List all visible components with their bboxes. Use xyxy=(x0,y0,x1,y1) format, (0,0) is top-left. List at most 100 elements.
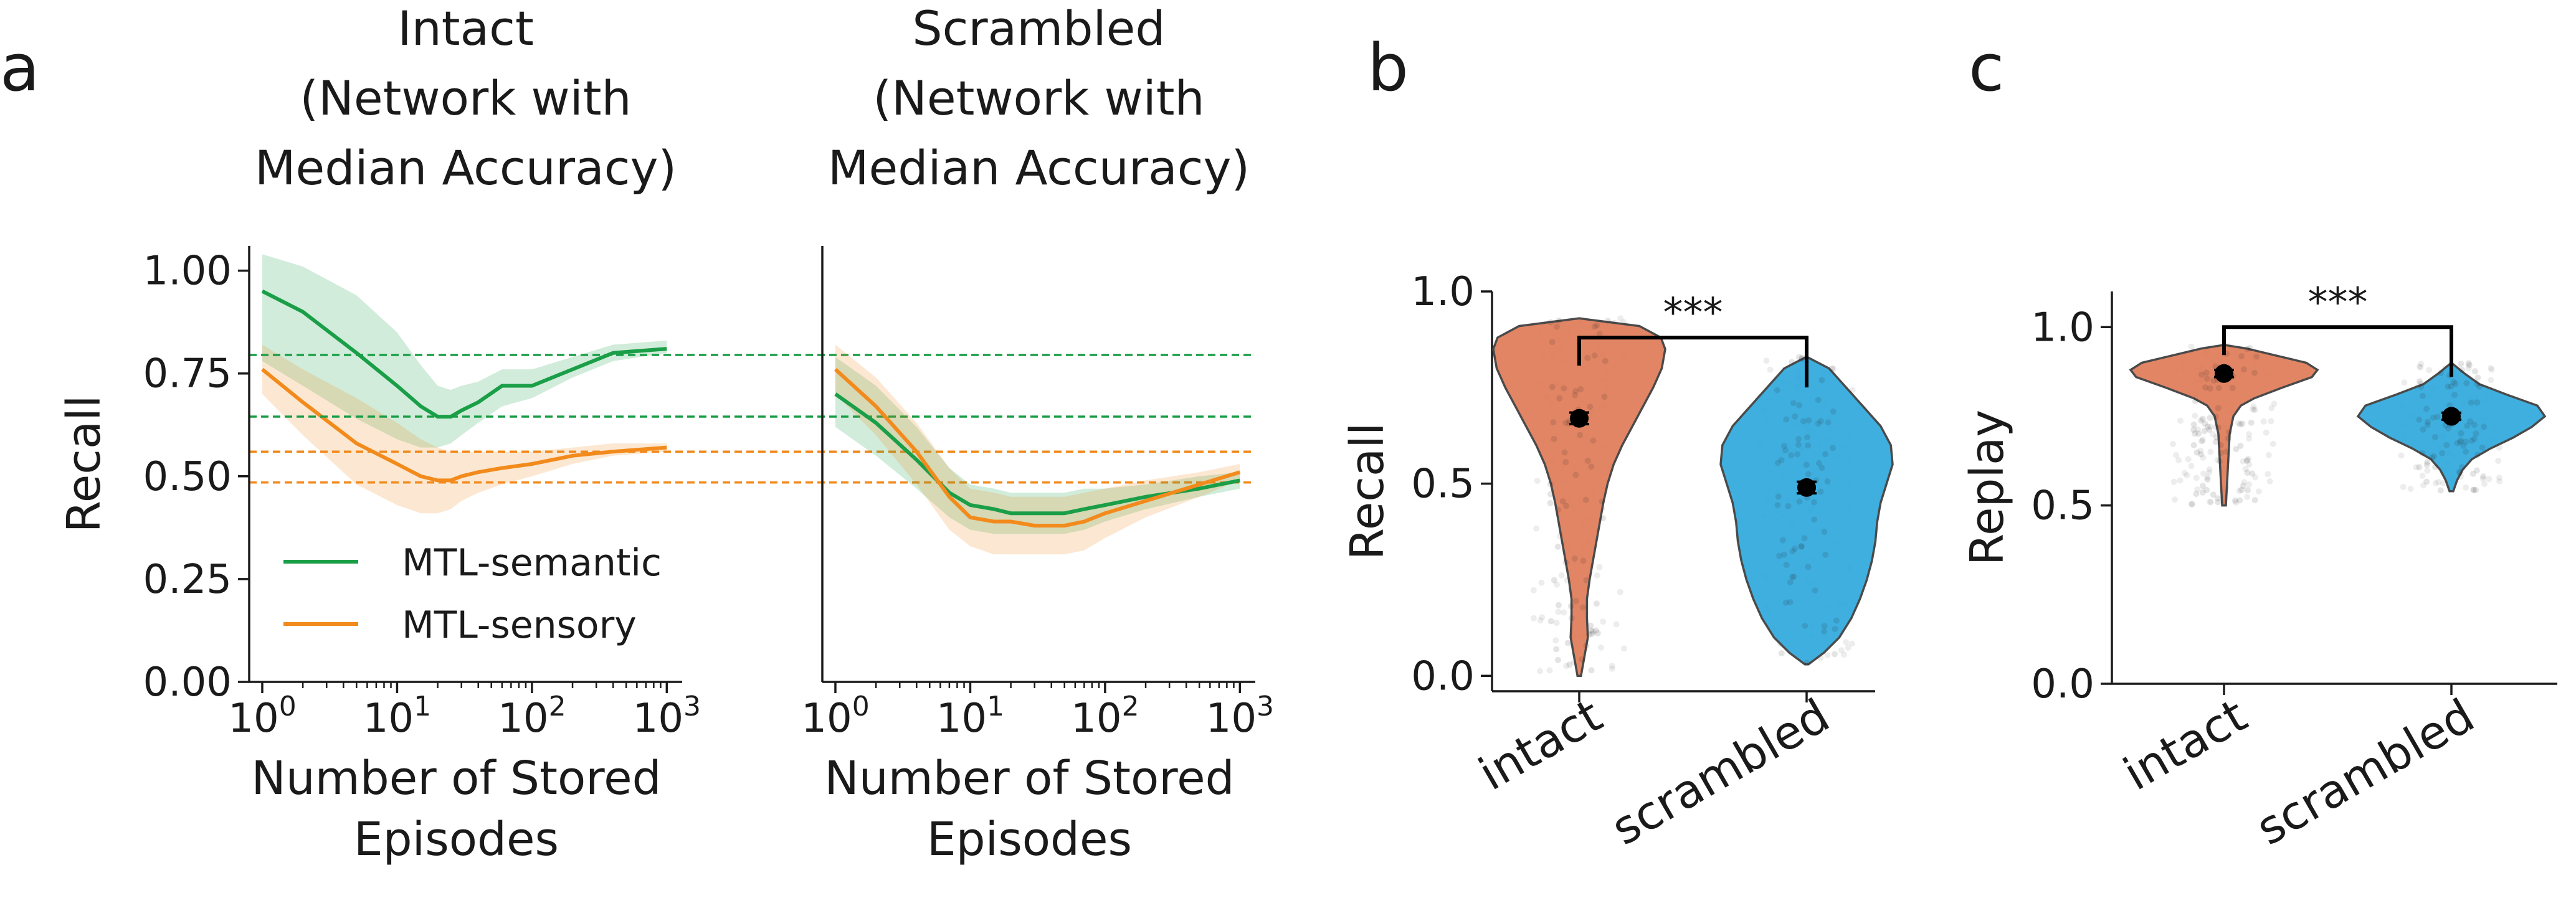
data-point xyxy=(2177,417,2184,424)
chart-title-line: (Network with xyxy=(300,70,631,126)
data-point xyxy=(2437,487,2444,494)
data-point xyxy=(2194,486,2201,493)
data-point xyxy=(1559,498,1566,504)
series-band-1 xyxy=(835,344,1240,555)
data-point xyxy=(2419,392,2426,399)
data-point xyxy=(2432,480,2439,486)
data-point xyxy=(2214,495,2221,502)
data-point xyxy=(1582,496,1589,503)
data-point xyxy=(1787,599,1794,605)
x-tick-label-scrambled: scrambled xyxy=(1603,689,1838,856)
data-point xyxy=(1796,402,1803,409)
data-point xyxy=(2207,385,2213,392)
data-point xyxy=(1824,478,1831,484)
y-tick-label: 1.00 xyxy=(143,248,232,295)
data-point xyxy=(2203,369,2210,376)
mean-marker-scrambled xyxy=(2442,407,2461,426)
data-point xyxy=(2424,459,2431,465)
data-point xyxy=(1775,493,1782,500)
data-point xyxy=(1783,562,1790,569)
data-point xyxy=(2451,392,2458,398)
data-point xyxy=(2416,378,2423,385)
data-point xyxy=(2248,419,2255,426)
mean-marker-intact xyxy=(1570,409,1589,428)
data-point xyxy=(1577,386,1584,393)
x-tick-base: 10 xyxy=(1071,696,1121,742)
data-point xyxy=(2486,476,2493,483)
violin-intact xyxy=(2129,344,2319,507)
data-point xyxy=(2251,369,2258,376)
data-point xyxy=(2426,367,2433,374)
x-tick-label-intact: intact xyxy=(2115,689,2256,801)
data-point xyxy=(2202,384,2209,391)
series-line-1 xyxy=(834,367,1241,528)
data-point xyxy=(2210,377,2217,384)
data-point xyxy=(2250,406,2256,413)
data-point xyxy=(2465,360,2472,367)
data-point xyxy=(1587,622,1594,629)
data-point xyxy=(2445,425,2452,432)
data-point xyxy=(2199,489,2206,496)
data-point xyxy=(2189,501,2195,508)
data-point xyxy=(1798,543,1805,550)
y-tick-label: 0.0 xyxy=(1411,653,1475,699)
x-tick-label: 101 xyxy=(936,691,1004,742)
data-point xyxy=(1830,408,1837,415)
data-point xyxy=(2457,439,2464,446)
data-point xyxy=(1567,603,1574,610)
data-point xyxy=(2241,479,2248,486)
data-point xyxy=(2170,478,2177,485)
data-point xyxy=(2215,424,2222,431)
data-point xyxy=(1553,646,1560,653)
data-point xyxy=(2430,414,2436,421)
data-point xyxy=(2468,437,2475,444)
data-point xyxy=(2185,456,2192,463)
data-point xyxy=(1594,322,1600,329)
y-tick-label: 0.5 xyxy=(2031,483,2094,529)
data-point xyxy=(2481,423,2488,430)
data-point xyxy=(1554,544,1561,550)
data-point xyxy=(1549,384,1556,390)
data-point xyxy=(1547,618,1554,625)
y-tick-label: 0.25 xyxy=(143,557,232,603)
data-point xyxy=(1763,357,1770,364)
data-point xyxy=(1572,388,1579,395)
data-point xyxy=(2423,461,2430,468)
data-point xyxy=(1802,623,1808,629)
data-point xyxy=(1580,557,1587,564)
chart-title-line: (Network with xyxy=(873,70,1204,126)
data-point xyxy=(1795,442,1802,448)
significance-bracket xyxy=(1577,336,1808,388)
data-point xyxy=(1533,525,1540,532)
data-point xyxy=(2215,405,2222,412)
data-point xyxy=(2204,423,2211,430)
data-point xyxy=(2400,484,2407,490)
data-point xyxy=(2207,499,2214,506)
data-point xyxy=(1805,564,1812,570)
x-tick-label: 103 xyxy=(1206,691,1274,742)
data-point xyxy=(1547,481,1554,488)
data-point xyxy=(2263,429,2269,436)
data-point xyxy=(1538,579,1545,586)
data-point xyxy=(2192,412,2198,419)
data-point xyxy=(2213,434,2220,441)
data-point xyxy=(1553,620,1560,626)
data-point xyxy=(2175,457,2182,463)
data-point xyxy=(2239,420,2246,427)
data-point xyxy=(2199,437,2206,443)
data-point xyxy=(2232,499,2239,506)
data-point xyxy=(1554,581,1560,588)
data-point xyxy=(2445,383,2451,390)
data-point xyxy=(2201,428,2208,435)
data-point xyxy=(1848,640,1855,647)
data-point xyxy=(1601,394,1608,400)
data-point xyxy=(1590,628,1597,635)
data-point xyxy=(1602,357,1609,364)
x-tick-exponent: 0 xyxy=(852,691,870,722)
data-point xyxy=(2210,491,2217,498)
data-point xyxy=(2250,403,2257,410)
data-point xyxy=(2430,453,2437,460)
data-point xyxy=(1782,599,1789,606)
data-point xyxy=(1558,572,1565,579)
